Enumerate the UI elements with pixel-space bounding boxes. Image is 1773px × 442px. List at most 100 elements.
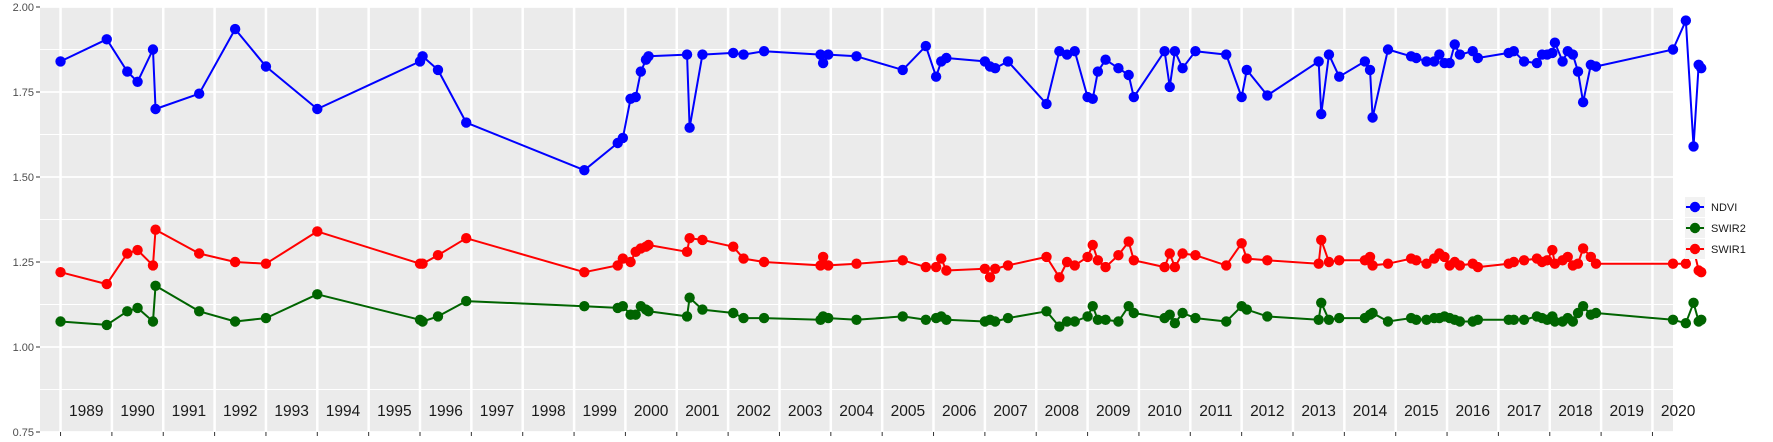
x-tick-label: 2019 xyxy=(1610,403,1644,420)
data-point xyxy=(260,61,272,72)
data-point xyxy=(728,47,739,59)
x-tick-label: 2010 xyxy=(1147,403,1182,420)
data-point xyxy=(1177,248,1188,259)
data-point xyxy=(643,51,654,62)
data-point xyxy=(1190,46,1201,57)
data-point xyxy=(1323,314,1335,325)
data-point xyxy=(1221,316,1232,327)
grid xyxy=(40,6,1673,433)
x-tick-label: 2002 xyxy=(737,403,771,420)
data-point xyxy=(817,57,829,69)
data-point xyxy=(55,316,66,327)
data-point xyxy=(941,52,952,64)
data-point xyxy=(1054,321,1065,332)
data-point xyxy=(697,234,708,246)
data-point xyxy=(635,66,647,77)
data-point xyxy=(630,91,641,103)
data-point xyxy=(1054,272,1065,283)
data-point xyxy=(920,40,932,52)
data-point xyxy=(1061,316,1073,327)
data-point xyxy=(1367,307,1378,319)
data-point xyxy=(1549,37,1561,48)
data-point xyxy=(738,312,749,324)
data-point xyxy=(312,226,323,237)
data-point xyxy=(643,239,654,251)
data-point xyxy=(897,64,908,76)
data-point xyxy=(1382,258,1394,269)
data-point xyxy=(989,316,1001,327)
data-point xyxy=(150,224,161,235)
x-tick-label: 2014 xyxy=(1353,403,1388,420)
data-point xyxy=(851,314,862,325)
data-point xyxy=(1696,62,1707,74)
data-point xyxy=(1549,316,1561,327)
x-tick-label: 2004 xyxy=(839,403,874,420)
data-point xyxy=(738,253,749,264)
data-point xyxy=(728,307,739,319)
data-point xyxy=(1667,314,1679,325)
data-point xyxy=(1590,307,1602,319)
data-point xyxy=(1577,301,1589,312)
data-point xyxy=(579,301,590,312)
data-point xyxy=(1508,256,1520,268)
data-point xyxy=(1316,108,1327,120)
data-point xyxy=(101,319,112,331)
series-swir1 xyxy=(55,224,1707,290)
data-point xyxy=(312,289,323,300)
data-point xyxy=(1221,49,1232,60)
data-point xyxy=(684,292,695,303)
series-line-swir2 xyxy=(60,284,1702,328)
data-point xyxy=(815,260,826,271)
data-point xyxy=(817,251,829,263)
data-point xyxy=(1518,255,1530,266)
data-point xyxy=(1177,307,1188,319)
x-tick-label: 1991 xyxy=(172,403,206,420)
x-tick-label: 1997 xyxy=(480,403,514,420)
data-point xyxy=(132,244,143,256)
data-point xyxy=(147,44,159,55)
data-point xyxy=(1590,258,1602,269)
y-tick-label: 1.00 xyxy=(13,342,34,354)
data-point xyxy=(1241,64,1252,76)
data-point xyxy=(979,263,991,274)
legend-key-point xyxy=(1689,243,1701,255)
data-point xyxy=(1696,314,1707,325)
data-point xyxy=(1113,316,1124,327)
data-point xyxy=(625,256,636,268)
data-point xyxy=(697,49,708,60)
x-tick-label: 1996 xyxy=(428,403,462,420)
data-point xyxy=(1002,312,1014,324)
data-point xyxy=(1439,251,1450,263)
data-point xyxy=(579,165,590,176)
data-point xyxy=(1557,56,1568,67)
data-point xyxy=(132,302,143,314)
data-point xyxy=(132,76,143,88)
data-point xyxy=(260,312,272,324)
data-point xyxy=(1421,258,1432,269)
data-point xyxy=(1577,97,1589,108)
data-point xyxy=(1444,57,1455,69)
data-point xyxy=(1590,61,1602,72)
data-point xyxy=(1002,260,1014,271)
data-point xyxy=(193,306,205,317)
data-point xyxy=(684,122,695,133)
x-tick-label: 1999 xyxy=(582,403,616,420)
data-point xyxy=(1221,260,1232,271)
data-point xyxy=(1434,49,1445,60)
x-tick-label: 2012 xyxy=(1250,403,1284,420)
data-point xyxy=(1092,255,1104,266)
data-point xyxy=(758,256,770,268)
data-point xyxy=(989,62,1001,74)
legend-key-point xyxy=(1689,222,1701,234)
data-point xyxy=(1323,49,1335,60)
data-point xyxy=(1100,54,1111,65)
data-point xyxy=(1411,314,1422,325)
data-point xyxy=(147,316,159,327)
data-point xyxy=(1123,69,1134,81)
data-point xyxy=(1334,71,1345,82)
data-point xyxy=(1241,253,1252,264)
data-point xyxy=(989,263,1001,274)
data-point xyxy=(417,258,428,269)
legend-item-swir2: SWIR2 xyxy=(1685,218,1746,238)
